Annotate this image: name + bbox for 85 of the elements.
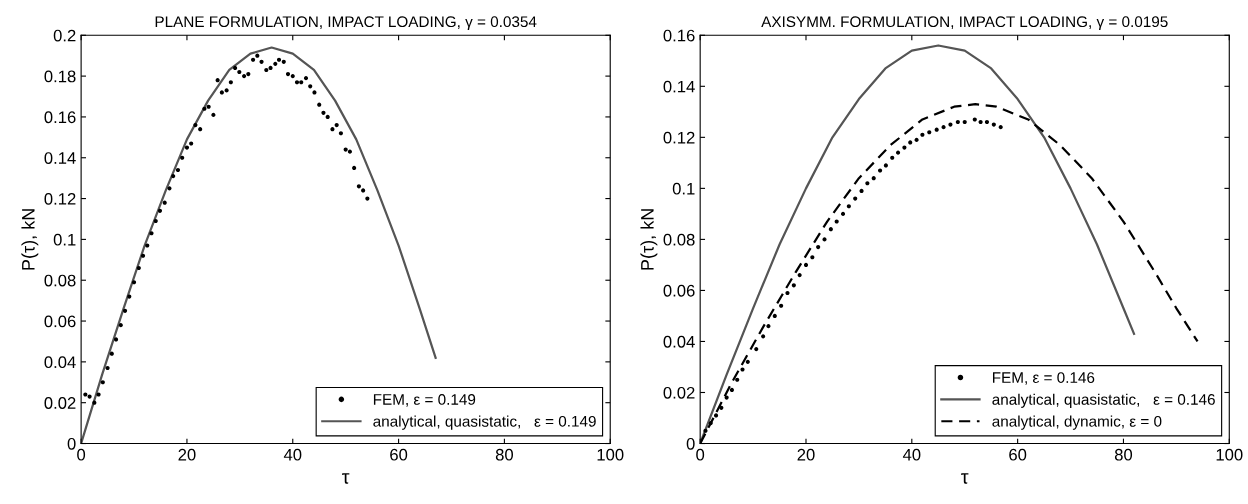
- y-tick-label: 0.16: [663, 29, 695, 42]
- point: [972, 117, 977, 122]
- x-tick-label: 100: [1216, 448, 1243, 461]
- legend-label: FEM, ε = 0.146: [993, 372, 1095, 385]
- point: [991, 122, 996, 127]
- y-tick-label: 0.02: [44, 397, 76, 409]
- y-tick-label: 0.14: [44, 152, 76, 164]
- y-tick-label: 0.1: [53, 233, 76, 246]
- legend-label: analytical, dynamic, ε = 0: [992, 415, 1162, 430]
- point: [703, 428, 708, 433]
- point: [797, 273, 802, 278]
- point: [735, 377, 740, 382]
- y-tick-label: 0.06: [44, 315, 76, 328]
- y-tick-label: 0.02: [663, 386, 695, 399]
- x-tick-label: 80: [495, 448, 514, 461]
- point: [754, 347, 759, 352]
- y-tick-label: 0.04: [663, 335, 695, 348]
- point: [803, 262, 809, 267]
- y-tick-label: 0.12: [663, 131, 695, 144]
- point: [772, 313, 777, 319]
- point: [729, 387, 734, 393]
- y-tick-label: 0.06: [663, 284, 695, 297]
- y-axis-title: P(τ), kN: [640, 209, 658, 270]
- point: [984, 119, 990, 125]
- point: [740, 367, 745, 372]
- point: [895, 150, 901, 155]
- x-tick-label: 40: [902, 448, 921, 461]
- x-tick-label: 0: [696, 448, 705, 461]
- x-tick-label: 60: [390, 448, 408, 461]
- y-tick-label: 0.12: [44, 192, 76, 205]
- point: [998, 125, 1003, 130]
- legend-label: analytical, quasistatic, ε = 0.146: [992, 393, 1215, 408]
- point: [955, 119, 960, 125]
- point: [708, 421, 713, 426]
- point: [761, 334, 766, 339]
- point: [840, 211, 846, 216]
- y-tick-label: 0.1: [672, 182, 695, 195]
- point: [920, 132, 925, 137]
- point: [779, 303, 784, 308]
- y-tick-label: 0.08: [44, 274, 76, 287]
- point: [927, 130, 932, 135]
- chart-title: PLANE FORMULATION, IMPACT LOADING, γ = 0.0354: [155, 16, 537, 31]
- y-tick-label: 0.14: [663, 80, 695, 93]
- x-tick-label: 0: [77, 448, 86, 461]
- y-tick-label: 0.04: [44, 356, 76, 369]
- y-tick-label: 0.18: [44, 70, 76, 83]
- y-tick-label: 0.2: [53, 29, 76, 42]
- x-tick-label: 40: [283, 448, 302, 461]
- point: [791, 283, 796, 288]
- point: [890, 155, 895, 160]
- x-tick-label: 100: [597, 448, 624, 461]
- chart-title: AXISYMM. FORMULATION, IMPACT LOADING, γ = 0.0195: [761, 16, 1168, 31]
- x-tick-label: 20: [178, 448, 196, 461]
- legend-label: FEM, ε = 0.149: [373, 394, 476, 407]
- point: [871, 176, 876, 181]
- legend-label: analytical, quasistatic, ε = 0.149: [373, 415, 596, 430]
- x-axis-title: τ: [342, 473, 350, 484]
- point: [846, 204, 851, 209]
- point: [853, 196, 858, 201]
- y-tick-label: 0: [67, 437, 76, 450]
- point: [785, 290, 790, 296]
- point: [719, 405, 724, 410]
- x-tick-label: 80: [1114, 448, 1133, 461]
- x-tick-label: 60: [1009, 448, 1027, 461]
- y-tick-label: 0.08: [663, 233, 695, 246]
- point: [810, 255, 815, 260]
- point: [713, 413, 719, 418]
- x-tick-label: 20: [797, 448, 815, 461]
- point: [978, 119, 983, 125]
- y-axis-title: P(τ), kN: [21, 209, 39, 270]
- y-tick-label: 0.16: [44, 111, 76, 124]
- y-tick-label: 0: [686, 437, 695, 450]
- point: [816, 244, 821, 250]
- point: [859, 188, 864, 193]
- point: [908, 140, 913, 145]
- point: [914, 137, 919, 142]
- x-axis-title: τ: [961, 473, 969, 484]
- point: [934, 127, 939, 132]
- point: [745, 359, 750, 364]
- point: [941, 125, 946, 130]
- point: [962, 119, 967, 125]
- point: [766, 324, 771, 329]
- point: [883, 163, 888, 168]
- point: [828, 227, 833, 232]
- point: [865, 181, 870, 186]
